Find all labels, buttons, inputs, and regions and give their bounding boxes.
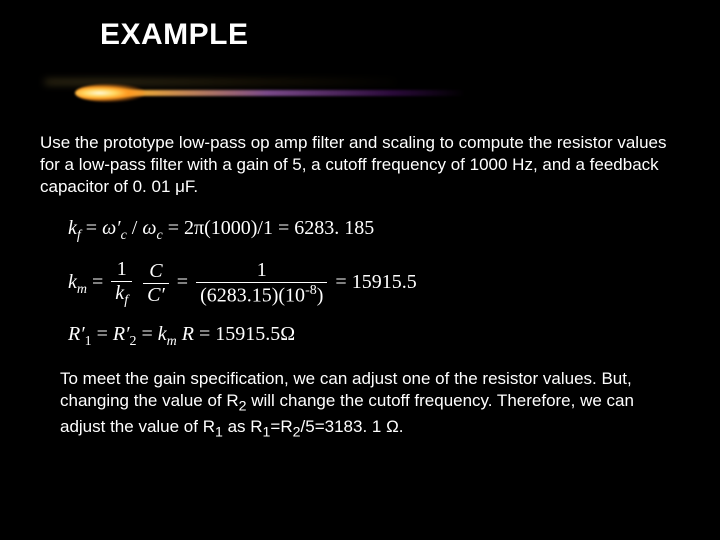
intro-paragraph: Use the prototype low-pass op amp filter… [40,132,680,197]
conclusion-paragraph: To meet the gain specification, we can a… [60,368,680,441]
slide: EXAMPLE Use the prototype low-pass op am… [0,0,720,540]
equation-km: km = 1 kf C C′ = 1 (6283.15)(10-8) = 159… [68,258,680,309]
equations-block: kf = ω′c / ωc = 2π(1000)/1 = 6283. 185 k… [68,217,680,350]
slide-title: EXAMPLE [100,18,680,52]
equation-kf: kf = ω′c / ωc = 2π(1000)/1 = 6283. 185 [68,217,680,244]
equation-r: R′1 = R′2 = km R = 15915.5Ω [68,323,680,350]
title-underline-glow [45,80,475,106]
